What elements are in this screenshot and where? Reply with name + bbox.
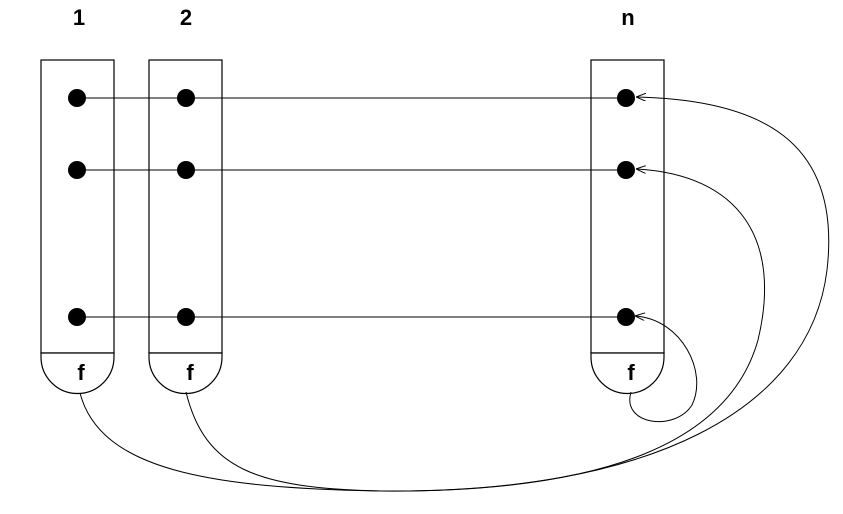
feedback-arrow-f1-to-row-1: [79, 97, 830, 492]
node-cn-r3: [617, 308, 635, 326]
column-2-label: 2: [180, 5, 192, 30]
node-c2-r3: [177, 308, 195, 326]
node-c2-r2: [177, 161, 195, 179]
column-1-body: [40, 59, 115, 354]
node-c1-r1: [68, 89, 86, 107]
column-2: f: [148, 59, 223, 395]
node-c1-r2: [68, 161, 86, 179]
column-2-function-label: f: [186, 360, 194, 385]
node-c1-r3: [68, 308, 86, 326]
node-cn-r2: [617, 161, 635, 179]
column-n: f: [590, 59, 665, 395]
feedback-arrow-f2-to-row-2: [185, 169, 766, 492]
column-1: f: [40, 59, 115, 395]
column-n-label: n: [621, 5, 634, 30]
column-1-function-label: f: [77, 360, 85, 385]
column-n-body: [590, 59, 665, 354]
node-cn-r1: [617, 89, 635, 107]
column-1-label: 1: [73, 5, 85, 30]
column-n-function-label: f: [627, 360, 635, 385]
feedback-arrow-fn-to-row-3: [629, 316, 698, 422]
column-2-function-block: [148, 352, 223, 395]
node-c2-r1: [177, 89, 195, 107]
column-n-function-block: [590, 352, 665, 395]
